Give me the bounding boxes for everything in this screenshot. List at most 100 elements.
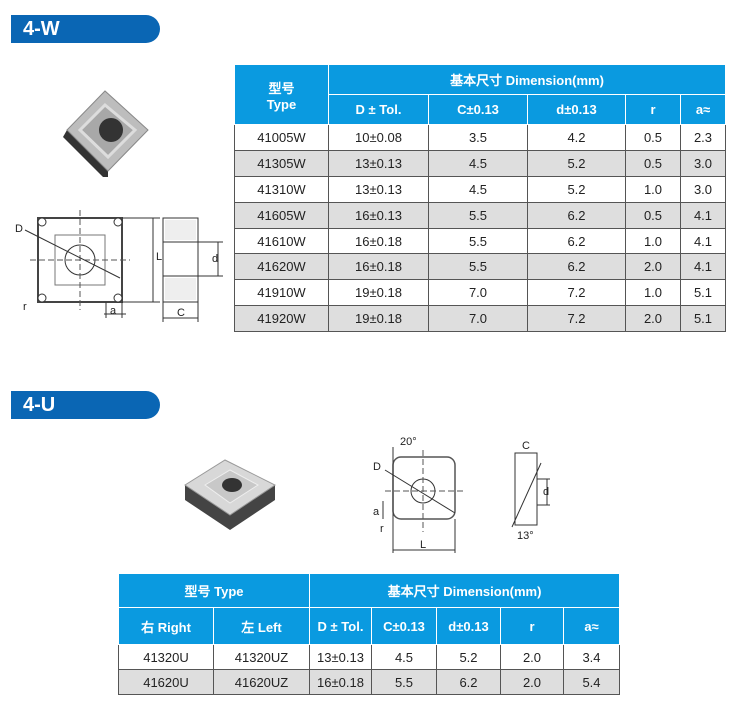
table-cell: 2.0 — [625, 305, 681, 333]
table-row: 41920W 19±0.18 7.0 7.2 2.0 5.1 — [234, 305, 726, 333]
table-cell: 16±0.18 — [328, 227, 429, 255]
table-cell: 4.1 — [680, 253, 726, 281]
table-cell: 5.2 — [436, 644, 501, 670]
table-cell: 4.5 — [371, 644, 437, 670]
table-cell: 3.0 — [680, 175, 726, 203]
table-cell: 5.2 — [527, 149, 626, 177]
col-header: d±0.13 — [436, 607, 501, 645]
table-cell: 3.5 — [428, 124, 528, 151]
col-header: a≈ — [680, 94, 726, 125]
table-cell: 5.5 — [428, 201, 528, 229]
right-header: 右 Right — [118, 607, 214, 645]
table-cell: 41620W — [234, 253, 329, 281]
table-cell: 5.5 — [428, 253, 528, 281]
col-header: D ± Tol. — [309, 607, 372, 645]
label-r: r — [380, 523, 384, 535]
section-title-4w: 4-W — [11, 15, 160, 43]
insert-4u-image — [184, 459, 276, 530]
table-cell: 41610W — [234, 227, 329, 255]
label-D: D — [373, 461, 381, 473]
insert-4u-drawing: 20° D a r L C d 13° — [373, 436, 550, 553]
label-r: r — [23, 301, 27, 313]
table-cell: 2.0 — [500, 669, 564, 695]
table-cell: 5.5 — [428, 227, 528, 255]
table-cell: 7.0 — [428, 279, 528, 307]
dimension-header: 基本尺寸 Dimension(mm) — [328, 64, 726, 95]
table-cell: 5.1 — [680, 305, 726, 333]
label-d: d — [212, 253, 218, 265]
table-cell: 41920W — [234, 305, 329, 333]
label-angle-13: 13° — [517, 530, 534, 542]
table-cell: 6.2 — [527, 253, 626, 281]
table-cell: 41305W — [234, 149, 329, 177]
label-angle-20: 20° — [400, 436, 417, 448]
dimension-header: 基本尺寸 Dimension(mm) — [309, 573, 620, 608]
label-a: a — [373, 506, 380, 518]
label-L: L — [420, 539, 426, 551]
table-cell: 13±0.13 — [328, 175, 429, 203]
table-cell: 2.0 — [500, 644, 564, 670]
spec-table-4u: 型号 Type 基本尺寸 Dimension(mm) 右 Right 左 Lef… — [118, 573, 620, 695]
table-cell: 7.2 — [527, 305, 626, 333]
label-C: C — [177, 307, 185, 319]
table-row: 41605W 16±0.13 5.5 6.2 0.5 4.1 — [234, 201, 726, 229]
table-cell: 4.5 — [428, 175, 528, 203]
table-row: 41305W 13±0.13 4.5 5.2 0.5 3.0 — [234, 149, 726, 177]
type-header: 型号 Type — [234, 64, 329, 125]
table-cell: 2.3 — [680, 124, 726, 151]
table-cell: 4.2 — [527, 124, 626, 151]
table-row: 41310W 13±0.13 4.5 5.2 1.0 3.0 — [234, 175, 726, 203]
table-cell: 4.1 — [680, 227, 726, 255]
table-cell: 16±0.13 — [328, 201, 429, 229]
table-cell: 10±0.08 — [328, 124, 429, 151]
table-cell: 19±0.18 — [328, 305, 429, 333]
table-cell: 4.5 — [428, 149, 528, 177]
spec-table-4w: 型号 Type 基本尺寸 Dimension(mm) D ± Tol. C±0.1… — [234, 64, 726, 333]
table-row: 41320U 41320UZ 13±0.13 4.5 5.2 2.0 3.4 — [118, 644, 620, 670]
table-cell: 0.5 — [625, 149, 681, 177]
label-L: L — [156, 251, 162, 263]
table-row: 41620U 41620UZ 16±0.18 5.5 6.2 2.0 5.4 — [118, 669, 620, 695]
table-cell: 13±0.13 — [328, 149, 429, 177]
col-header: r — [625, 94, 681, 125]
table-cell: 41320UZ — [213, 644, 310, 670]
table-cell: 41910W — [234, 279, 329, 307]
left-header: 左 Left — [213, 607, 310, 645]
table-cell: 3.0 — [680, 149, 726, 177]
table-row: 41620W 16±0.18 5.5 6.2 2.0 4.1 — [234, 253, 726, 281]
table-cell: 1.0 — [625, 279, 681, 307]
label-d: d — [543, 486, 549, 498]
table-cell: 3.4 — [563, 644, 620, 670]
label-D: D — [15, 223, 23, 235]
table-cell: 1.0 — [625, 175, 681, 203]
table-row: 41610W 16±0.18 5.5 6.2 1.0 4.1 — [234, 227, 726, 255]
table-cell: 7.0 — [428, 305, 528, 333]
table-cell: 4.1 — [680, 201, 726, 229]
col-header: r — [500, 607, 564, 645]
table-row: 41910W 19±0.18 7.0 7.2 1.0 5.1 — [234, 279, 726, 307]
type-header: 型号 Type — [118, 573, 310, 608]
col-header: a≈ — [563, 607, 620, 645]
table-cell: 41620U — [118, 669, 214, 695]
insert-4w-image — [63, 90, 149, 177]
label-a: a — [110, 305, 117, 317]
table-cell: 0.5 — [625, 201, 681, 229]
table-cell: 16±0.18 — [328, 253, 429, 281]
table-row: 41005W 10±0.08 3.5 4.2 0.5 2.3 — [234, 124, 726, 151]
table-cell: 41310W — [234, 175, 329, 203]
table-cell: 7.2 — [527, 279, 626, 307]
table-cell: 2.0 — [625, 253, 681, 281]
table-cell: 41320U — [118, 644, 214, 670]
table-cell: 6.2 — [436, 669, 501, 695]
table-cell: 41605W — [234, 201, 329, 229]
table-cell: 13±0.13 — [309, 644, 372, 670]
table-cell: 41005W — [234, 124, 329, 151]
table-cell: 5.5 — [371, 669, 437, 695]
table-cell: 5.1 — [680, 279, 726, 307]
col-header: D ± Tol. — [328, 94, 429, 125]
table-cell: 6.2 — [527, 227, 626, 255]
table-cell: 6.2 — [527, 201, 626, 229]
col-header: C±0.13 — [371, 607, 437, 645]
table-cell: 16±0.18 — [309, 669, 372, 695]
